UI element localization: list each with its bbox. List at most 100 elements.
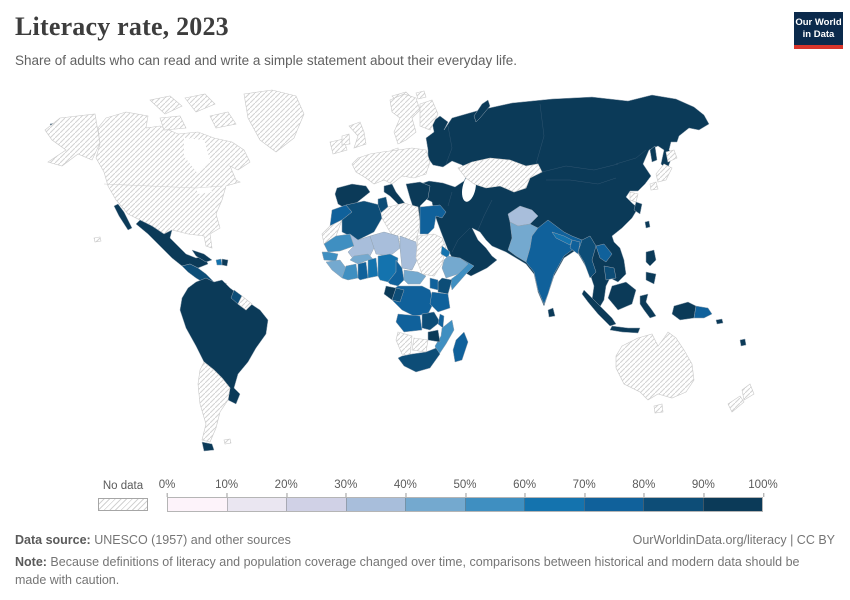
country-shape[interactable]	[395, 313, 423, 333]
country-shape[interactable]	[221, 258, 229, 267]
country-shape[interactable]	[399, 235, 419, 271]
country-shape[interactable]	[321, 251, 339, 262]
country-shape[interactable]	[341, 133, 351, 146]
country-shape[interactable]	[237, 295, 253, 311]
country-shape[interactable]	[357, 261, 369, 281]
note-text: Because definitions of literacy and popu…	[15, 555, 800, 588]
country-shape[interactable]	[449, 257, 475, 291]
country-shape[interactable]	[197, 361, 231, 443]
country-shape[interactable]	[645, 249, 657, 285]
country-shape[interactable]	[93, 236, 102, 243]
country-shape[interactable]	[457, 157, 543, 193]
data-source-label: Data source:	[15, 533, 91, 547]
country-shape[interactable]	[369, 231, 401, 257]
country-shape[interactable]	[411, 337, 429, 353]
country-shape[interactable]	[403, 269, 427, 285]
country-shape[interactable]	[415, 233, 447, 277]
country-shape[interactable]	[434, 319, 455, 357]
legend-tick-label: 60%	[513, 479, 536, 497]
legend-tick-label: 40%	[394, 479, 417, 497]
legend-tick-labels: 0% 10% 20% 30% 40% 50% 60% 70% 80% 90% 100%	[159, 479, 778, 497]
country-shape[interactable]	[201, 441, 215, 452]
legend-tick-label: 70%	[573, 479, 596, 497]
country-shape[interactable]	[341, 200, 383, 241]
country-shape[interactable]	[419, 204, 447, 235]
legend-segment-20-30[interactable]	[286, 498, 346, 511]
country-shape[interactable]	[547, 307, 556, 318]
country-shape[interactable]	[243, 89, 305, 153]
attribution-link[interactable]: OurWorldinData.org/literacy | CC BY	[632, 533, 835, 547]
legend-tick-label: 0%	[159, 479, 175, 497]
country-shape[interactable]	[633, 201, 643, 215]
country-shape[interactable]	[397, 347, 441, 373]
internal-borders	[445, 103, 647, 253]
country-shape[interactable]	[671, 301, 697, 321]
country-shape[interactable]	[609, 325, 641, 334]
world-choropleth-map[interactable]	[0, 88, 850, 466]
country-shape[interactable]	[223, 438, 232, 445]
country-shape[interactable]	[149, 93, 237, 131]
country-shape[interactable]	[421, 311, 441, 331]
country-shape[interactable]	[395, 331, 413, 357]
country-shape[interactable]	[44, 113, 101, 167]
legend-segment-80-90[interactable]	[643, 498, 703, 511]
country-shape[interactable]	[191, 249, 213, 263]
country-shape[interactable]	[215, 258, 223, 266]
legend-tick-label: 100%	[748, 479, 778, 497]
legend-segment-60-70[interactable]	[524, 498, 584, 511]
legend-tick-label: 90%	[692, 479, 715, 497]
country-shape[interactable]	[341, 263, 359, 281]
country-shape[interactable]	[419, 99, 439, 131]
country-shape[interactable]	[437, 277, 453, 295]
country-shape[interactable]	[391, 287, 405, 303]
country-shape[interactable]	[437, 313, 445, 329]
country-shape[interactable]	[387, 259, 405, 287]
country-shape[interactable]	[551, 231, 573, 246]
owid-logo[interactable]: Our World in Data	[794, 12, 843, 49]
country-shape[interactable]	[629, 191, 639, 203]
country-shape[interactable]	[348, 121, 367, 149]
legend-no-data-swatch[interactable]	[98, 498, 148, 511]
country-shape[interactable]	[639, 293, 657, 319]
country-shape[interactable]	[452, 331, 469, 363]
country-shape[interactable]	[595, 243, 613, 263]
legend-segment-10-20[interactable]	[226, 498, 286, 511]
legend-segment-70-80[interactable]	[583, 498, 643, 511]
country-shape[interactable]	[649, 149, 678, 191]
legend-color-bar[interactable]	[167, 497, 763, 512]
country-shape[interactable]	[389, 93, 421, 145]
country-shape[interactable]	[615, 331, 695, 401]
country-shape[interactable]	[473, 99, 491, 123]
legend-segment-90-100[interactable]	[702, 498, 762, 511]
country-shape[interactable]	[653, 403, 664, 414]
country-shape[interactable]	[367, 257, 379, 279]
legend-segment-50-60[interactable]	[464, 498, 524, 511]
country-shape[interactable]	[603, 265, 617, 281]
country-shape[interactable]	[649, 145, 658, 163]
country-shape[interactable]	[577, 235, 597, 279]
country-shape[interactable]	[644, 220, 651, 229]
country-shape[interactable]	[351, 147, 431, 185]
country-shape[interactable]	[427, 329, 441, 343]
country-shape[interactable]	[727, 383, 755, 413]
legend-tick-label: 80%	[632, 479, 655, 497]
owid-logo-line2: in Data	[802, 28, 835, 40]
legend-segment-30-40[interactable]	[345, 498, 405, 511]
note-line: Note: Because definitions of literacy an…	[15, 553, 831, 589]
great-lakes	[196, 186, 212, 194]
legend-segment-0-10[interactable]	[168, 498, 227, 511]
country-shape[interactable]	[581, 289, 617, 327]
country-shape[interactable]	[607, 281, 637, 311]
country-shape[interactable]	[693, 305, 713, 319]
country-shape[interactable]	[334, 183, 371, 211]
country-shape[interactable]	[569, 239, 581, 255]
legend-tick-label: 50%	[453, 479, 477, 497]
hudson-bay	[184, 138, 210, 174]
legend-tick-label: 20%	[275, 479, 298, 497]
black-sea	[429, 167, 455, 181]
legend-segment-40-50[interactable]	[405, 498, 465, 511]
country-shape[interactable]	[429, 291, 451, 313]
country-shape[interactable]	[715, 318, 747, 347]
country-shape[interactable]	[429, 277, 439, 291]
country-shape[interactable]	[95, 111, 251, 249]
